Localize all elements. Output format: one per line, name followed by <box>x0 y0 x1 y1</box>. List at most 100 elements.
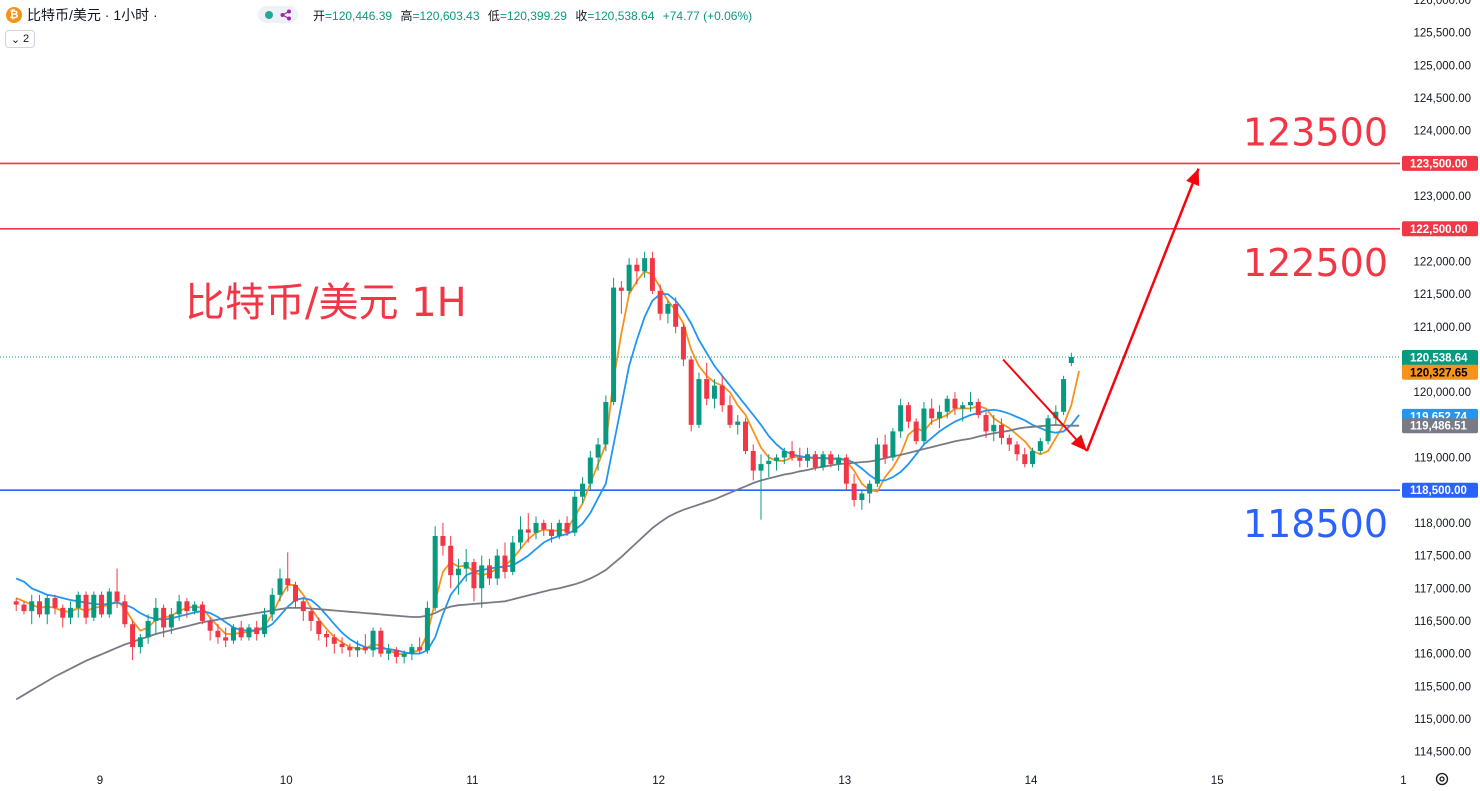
price-badge-bg <box>1402 482 1478 498</box>
candle-body <box>479 565 485 589</box>
candle-body <box>626 264 632 291</box>
candle-body <box>486 565 492 579</box>
price-axis[interactable]: 114,500.00 115,000.00 115,500.00 116,000.00… <box>1400 0 1480 768</box>
candle-body <box>440 535 446 546</box>
time-tick-label: 9 <box>97 775 103 787</box>
candle <box>223 627 229 648</box>
candle <box>673 297 679 334</box>
ohlc-change-value: +74.77 (+0.06%) <box>662 9 753 23</box>
candle-body <box>29 601 35 612</box>
candle-body <box>153 607 159 621</box>
candle <box>347 643 353 657</box>
symbol-title[interactable]: 比特币/美元 · 1小时 · <box>27 7 158 23</box>
candle <box>230 624 236 644</box>
candle <box>1061 375 1067 416</box>
candle <box>696 372 702 429</box>
time-tick-label: 1 <box>1400 775 1406 787</box>
candle-body <box>750 450 756 471</box>
indicator-collapse-button[interactable]: ⌄ 2 <box>5 30 35 48</box>
candle <box>595 437 601 471</box>
candle <box>991 415 997 442</box>
price-tick-label: 125,500.00 <box>1413 28 1471 40</box>
candle <box>735 415 741 435</box>
candle-body <box>929 408 935 419</box>
candle-body <box>642 258 648 272</box>
price-tick-label: 121,000.00 <box>1413 322 1471 334</box>
candle <box>758 454 764 520</box>
candle-body <box>401 653 407 657</box>
candle-body <box>774 457 780 461</box>
candle <box>789 441 795 461</box>
candle-body <box>261 614 267 635</box>
candle <box>657 284 663 321</box>
candle <box>324 630 330 648</box>
candle-body <box>293 584 299 602</box>
time-axis[interactable]: 9 10 11 12 13 14 15 1 <box>97 775 1407 787</box>
candle-body <box>680 326 686 360</box>
candle-body <box>494 555 500 579</box>
candle <box>867 480 873 504</box>
candle <box>688 356 694 432</box>
candle <box>649 251 655 295</box>
candle <box>362 634 368 654</box>
candle-body <box>820 454 826 468</box>
price-badge: 120,327.65 <box>1402 364 1478 380</box>
candle-body <box>355 647 361 651</box>
level-label: 118500 <box>1243 502 1388 546</box>
candle <box>820 450 826 471</box>
candle <box>929 398 935 425</box>
candle <box>316 617 322 641</box>
bitcoin-icon: ₿ <box>6 7 22 23</box>
candle-body <box>300 601 306 612</box>
candle <box>261 607 267 638</box>
candle-body <box>269 594 275 615</box>
indicator-count: 2 <box>23 33 30 45</box>
candle-body <box>455 568 461 576</box>
candle <box>611 277 617 406</box>
candle <box>393 647 399 664</box>
candle <box>417 637 423 654</box>
candle-body <box>316 620 322 635</box>
time-tick-label: 12 <box>652 775 665 787</box>
candle-body <box>122 601 128 625</box>
price-badge-bg <box>1402 364 1478 380</box>
price-tick-label: 114,500.00 <box>1414 747 1471 759</box>
candle <box>153 598 159 635</box>
share-icon <box>280 9 291 20</box>
candles <box>13 251 1074 664</box>
candle <box>145 614 151 644</box>
candle-body <box>130 624 136 648</box>
candle-body <box>106 591 112 615</box>
moving-average-line <box>15 293 1080 655</box>
candle-body <box>1037 441 1043 451</box>
candle-body <box>417 647 423 651</box>
candle <box>479 555 485 608</box>
candle-body <box>99 594 105 615</box>
symbol-header[interactable]: ₿ 比特币/美元 · 1小时 · <box>6 4 158 26</box>
candle-body <box>688 359 694 425</box>
candle-body <box>145 620 151 638</box>
candle <box>727 395 733 429</box>
candle <box>634 258 640 285</box>
candle <box>161 604 167 638</box>
candle-body <box>999 424 1005 438</box>
candle-body <box>882 444 888 458</box>
candle <box>401 650 407 664</box>
ohlc-close-label: 收 <box>575 9 588 23</box>
candle-body <box>378 630 384 654</box>
candle-body <box>518 529 524 543</box>
candle-body <box>238 627 244 638</box>
candle-body <box>533 522 539 533</box>
candle <box>944 395 950 419</box>
candle <box>494 549 500 585</box>
settings-gear-icon[interactable] <box>1434 771 1450 787</box>
candle-body <box>471 562 477 589</box>
candle <box>766 454 772 478</box>
price-badge-text: 122,500.00 <box>1410 224 1468 236</box>
candle <box>440 522 446 556</box>
market-status-pill[interactable] <box>258 6 298 23</box>
candle <box>122 594 128 628</box>
candle <box>60 604 66 628</box>
candle-body <box>727 405 733 425</box>
